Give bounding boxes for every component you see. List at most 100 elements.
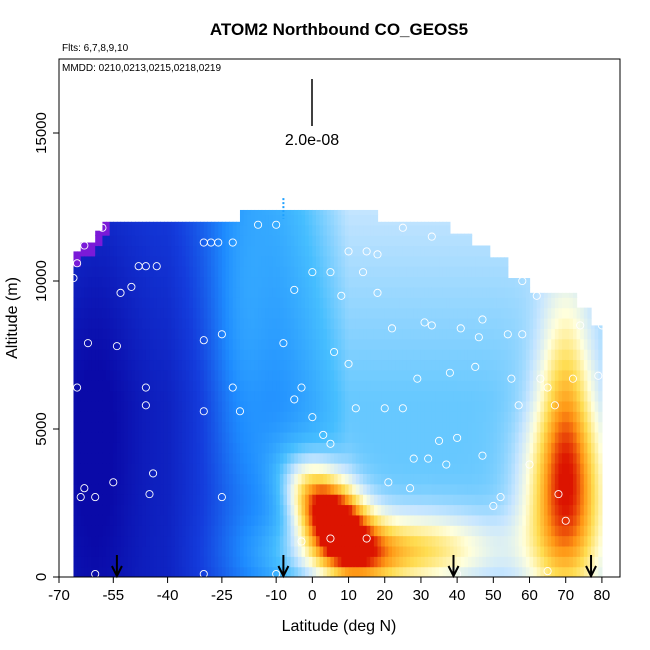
heat-cell (377, 525, 382, 537)
heat-cell (153, 286, 158, 298)
heat-cell (315, 380, 321, 392)
heat-cell (239, 318, 245, 329)
heat-cell (594, 494, 599, 506)
heat-cell (236, 431, 241, 443)
heat-cell (334, 535, 339, 547)
heat-cell (232, 431, 237, 443)
heat-cell (442, 473, 447, 485)
heat-cell (261, 525, 266, 537)
heat-cell (460, 483, 465, 495)
heat-cell (522, 328, 527, 340)
heat-cell (406, 494, 411, 506)
heat-cell (106, 286, 111, 298)
heat-cell (294, 338, 299, 350)
heat-cell (420, 276, 426, 288)
heat-cell (435, 266, 440, 278)
heat-cell (576, 525, 581, 537)
heat-cell (135, 483, 140, 495)
heat-cell (261, 286, 266, 298)
heat-cell (145, 400, 151, 412)
heat-cell (402, 514, 408, 526)
heat-cell (453, 400, 458, 412)
heat-cell (218, 380, 223, 392)
heat-cell (507, 504, 513, 516)
heat-cell (565, 307, 570, 319)
heat-cell (352, 349, 357, 361)
heat-cell (254, 245, 259, 257)
heat-cell (580, 359, 585, 371)
obs-point (427, 321, 436, 330)
heat-cell (156, 494, 161, 506)
heat-cell (420, 318, 426, 329)
heat-cell (254, 214, 259, 226)
heat-cell (102, 411, 107, 423)
heat-cell (127, 359, 132, 371)
heat-cell (232, 411, 237, 423)
heat-cell (276, 214, 281, 226)
heat-cell (580, 545, 585, 557)
heat-cell (598, 556, 603, 568)
heat-cell (442, 525, 447, 537)
heat-cell (449, 235, 455, 247)
heat-cell (156, 266, 161, 278)
heat-cell (410, 473, 415, 485)
heat-cell (420, 452, 426, 464)
heat-cell (258, 390, 263, 402)
heat-cell (305, 452, 310, 464)
heat-cell (323, 452, 328, 464)
obs-point (73, 383, 82, 392)
obs-point (254, 220, 263, 229)
heat-cell (127, 411, 132, 423)
heat-cell (145, 328, 151, 340)
heat-cell (268, 473, 274, 485)
heat-cell (95, 514, 100, 526)
heat-cell (203, 400, 208, 412)
heat-cell (268, 318, 274, 329)
heat-cell (221, 390, 227, 402)
heat-cell (562, 318, 567, 329)
heat-cell (493, 359, 498, 371)
heat-cell (290, 235, 295, 247)
heat-cell (95, 349, 100, 361)
heat-cell (268, 266, 274, 278)
heat-cell (116, 504, 122, 516)
heat-cell (315, 535, 321, 547)
heat-cell (163, 566, 169, 577)
heat-cell (247, 224, 252, 236)
heat-cell (124, 255, 129, 267)
heat-cell (312, 369, 317, 381)
heat-cell (225, 504, 230, 516)
heat-cell (120, 328, 125, 340)
heat-cell (569, 380, 574, 392)
heat-cell (73, 463, 78, 474)
heat-cell (207, 328, 212, 340)
heat-cell (334, 504, 339, 516)
heat-cell (475, 266, 480, 278)
heat-cell (218, 452, 223, 464)
heat-cell (348, 400, 353, 412)
heat-cell (467, 545, 473, 557)
obs-point (73, 259, 82, 268)
heat-cell (247, 483, 252, 495)
heat-cell (551, 566, 556, 577)
heat-cell (377, 411, 382, 423)
heat-cell (221, 328, 227, 340)
heat-cell (203, 483, 208, 495)
heat-cell (410, 525, 415, 537)
heat-cell (192, 566, 198, 577)
heat-cell (428, 421, 433, 433)
heat-cell (366, 463, 371, 474)
heat-cell (153, 359, 158, 371)
heat-cell (153, 349, 158, 361)
heat-cell (377, 328, 382, 340)
heat-cell (203, 390, 208, 402)
heat-cell (348, 255, 353, 267)
heat-cell (420, 545, 426, 557)
obs-point (199, 407, 208, 416)
heat-cell (435, 390, 440, 402)
heat-cell (265, 525, 270, 537)
heat-cell (388, 452, 393, 464)
heat-cell (200, 297, 205, 309)
heat-cell (80, 318, 85, 329)
heat-cell (116, 411, 122, 423)
